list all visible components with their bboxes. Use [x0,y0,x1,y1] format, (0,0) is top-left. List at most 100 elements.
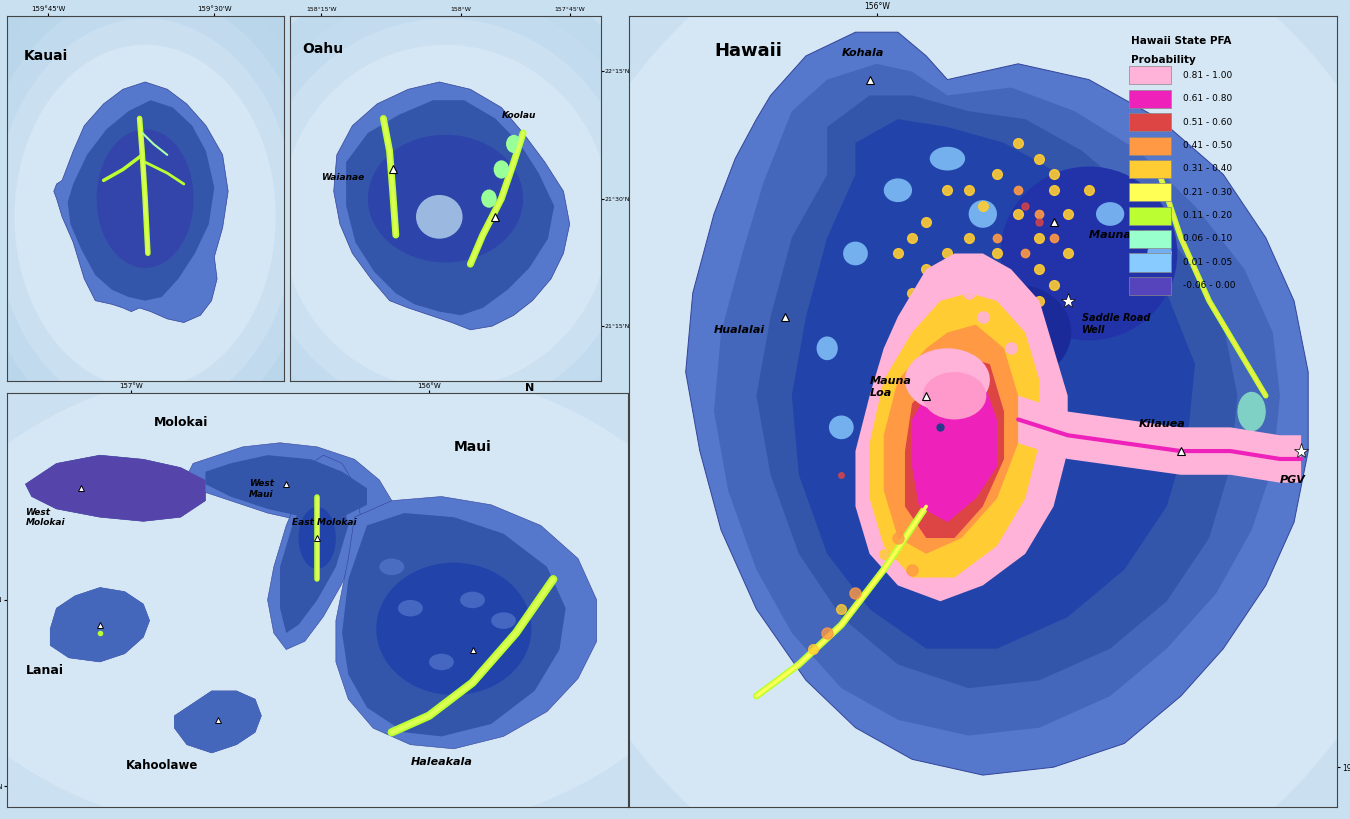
Polygon shape [792,119,1195,649]
Text: Koolau: Koolau [501,111,536,120]
FancyBboxPatch shape [1129,206,1170,224]
Polygon shape [333,82,570,330]
Ellipse shape [481,189,497,208]
Text: 0.06 - 0.10: 0.06 - 0.10 [1183,234,1233,243]
Polygon shape [26,455,205,522]
Ellipse shape [298,507,336,569]
Ellipse shape [0,319,782,819]
Text: Saddle Road
Well: Saddle Road Well [1081,313,1150,334]
Ellipse shape [429,654,454,670]
Text: N: N [525,383,535,393]
FancyBboxPatch shape [1129,183,1170,201]
Ellipse shape [0,0,316,441]
Ellipse shape [844,242,868,265]
Text: 0.31 - 0.40: 0.31 - 0.40 [1183,165,1233,174]
Ellipse shape [0,282,844,819]
Polygon shape [913,372,996,523]
Polygon shape [686,32,1308,775]
Polygon shape [1018,396,1301,482]
Ellipse shape [524,0,1350,819]
Text: 0.21 - 0.30: 0.21 - 0.30 [1183,188,1233,197]
FancyBboxPatch shape [1129,160,1170,178]
Text: East Molokai: East Molokai [293,518,356,527]
Polygon shape [904,356,1004,538]
Ellipse shape [416,195,463,238]
Polygon shape [174,691,262,753]
Ellipse shape [969,200,996,228]
Ellipse shape [205,0,686,468]
Text: 0: 0 [387,393,393,403]
Ellipse shape [377,563,532,695]
Polygon shape [884,324,1018,554]
Ellipse shape [829,415,853,439]
FancyBboxPatch shape [1129,253,1170,272]
Ellipse shape [0,0,336,468]
Text: -0.06 - 0.00: -0.06 - 0.00 [1183,281,1235,290]
Text: 0.01 - 0.05: 0.01 - 0.05 [1183,258,1233,267]
Text: Oahu: Oahu [302,42,344,56]
FancyBboxPatch shape [1129,90,1170,108]
Text: 50 km: 50 km [505,393,536,403]
Text: Probability: Probability [1131,55,1196,66]
Text: 0.61 - 0.80: 0.61 - 0.80 [1183,94,1233,103]
Ellipse shape [0,244,904,819]
FancyBboxPatch shape [1129,230,1170,248]
FancyBboxPatch shape [1129,137,1170,155]
Ellipse shape [922,372,987,419]
Ellipse shape [379,559,404,575]
Polygon shape [856,254,1068,601]
Ellipse shape [915,463,937,486]
Text: Lanai: Lanai [26,664,63,677]
Polygon shape [54,82,228,323]
Ellipse shape [97,129,193,268]
Text: Kohala: Kohala [841,48,884,58]
Text: 0.41 - 0.50: 0.41 - 0.50 [1183,141,1233,150]
Ellipse shape [930,147,965,170]
Ellipse shape [281,45,610,389]
Ellipse shape [884,179,913,202]
Polygon shape [26,455,205,522]
Ellipse shape [0,19,296,415]
Polygon shape [346,100,554,315]
Polygon shape [50,587,150,662]
Text: Hawaii: Hawaii [714,42,782,60]
Ellipse shape [313,0,1350,819]
Ellipse shape [817,337,838,360]
Ellipse shape [1212,435,1247,467]
Polygon shape [205,455,367,518]
Ellipse shape [0,0,355,494]
Ellipse shape [1000,166,1177,341]
Ellipse shape [965,285,1072,380]
Text: West
Molokai: West Molokai [26,508,65,527]
Text: Haleakala: Haleakala [410,758,472,767]
Ellipse shape [0,356,721,819]
Ellipse shape [231,0,660,441]
Ellipse shape [367,135,522,262]
Text: West
Maui: West Maui [248,479,274,499]
Ellipse shape [506,135,521,153]
Text: 0.51 - 0.60: 0.51 - 0.60 [1183,118,1233,126]
Ellipse shape [887,364,909,396]
Ellipse shape [243,0,1350,819]
Polygon shape [279,476,348,633]
Text: Kilauea: Kilauea [1138,419,1185,429]
Ellipse shape [904,348,990,411]
Ellipse shape [255,19,636,415]
Ellipse shape [383,0,1350,819]
Text: Mauna
Loa: Mauna Loa [869,376,911,398]
Text: 0.81 - 1.00: 0.81 - 1.00 [1183,70,1233,79]
Polygon shape [68,100,215,301]
Text: Mauna Kea: Mauna Kea [1089,229,1158,240]
Polygon shape [342,513,566,736]
Ellipse shape [494,161,509,179]
Polygon shape [186,443,392,526]
Polygon shape [336,496,597,749]
Text: Waianae: Waianae [321,174,365,183]
FancyBboxPatch shape [1129,66,1170,84]
Ellipse shape [15,45,275,389]
Text: Kahoolawe: Kahoolawe [126,759,198,772]
Polygon shape [267,455,360,649]
Ellipse shape [1096,202,1125,226]
Text: Molokai: Molokai [154,416,208,429]
Polygon shape [714,64,1280,735]
